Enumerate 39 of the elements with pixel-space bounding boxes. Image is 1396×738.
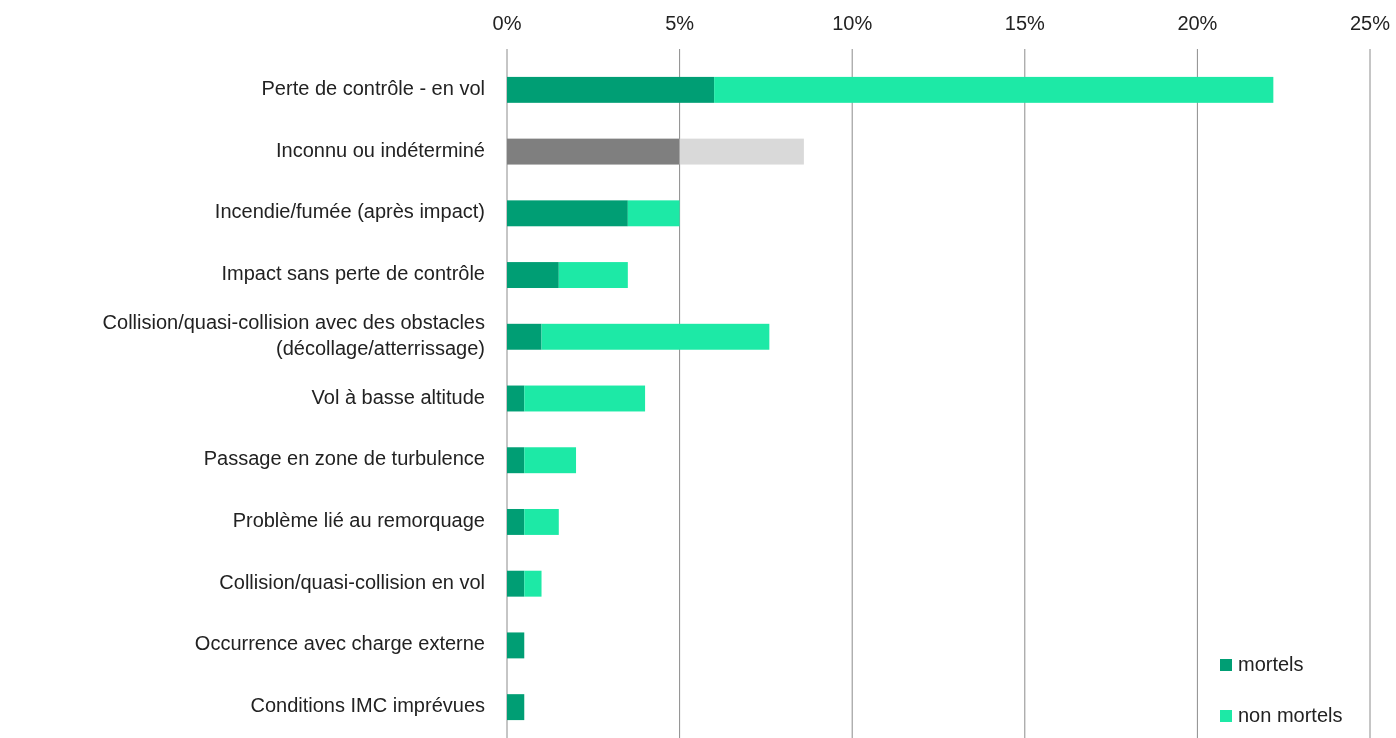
x-tick-label: 15% <box>1004 12 1046 34</box>
legend-label: non mortels <box>1238 704 1343 727</box>
y-tick-label: Passage en zone de turbulence <box>203 447 485 470</box>
bar <box>507 447 525 474</box>
bar <box>558 262 628 289</box>
bar <box>507 76 715 103</box>
bar <box>524 508 559 535</box>
y-tick-label: Collision/quasi-collision en vol <box>219 570 485 593</box>
bar <box>507 385 525 412</box>
y-tick-label: Perte de contrôle - en vol <box>261 77 485 100</box>
bar <box>507 262 559 289</box>
y-tick-label: Occurrence avec charge externe <box>194 632 485 655</box>
bar <box>507 694 525 721</box>
x-tick-label: 25% <box>1349 12 1391 34</box>
bar <box>679 138 804 165</box>
x-tick-label: 0% <box>492 12 522 34</box>
x-tick-label: 20% <box>1177 12 1218 34</box>
y-tick-label: Inconnu ou indéterminé <box>275 138 485 161</box>
bar <box>541 323 770 350</box>
bar <box>714 76 1274 103</box>
bar <box>507 508 525 535</box>
bar <box>507 323 542 350</box>
bar <box>507 200 628 227</box>
y-tick-label: Problème lié au remorquage <box>232 509 485 532</box>
bar <box>507 570 525 597</box>
bar <box>627 200 680 227</box>
legend-label: mortels <box>1238 653 1304 676</box>
bar <box>507 632 525 659</box>
bar <box>507 138 680 165</box>
y-tick-label: Collision/quasi-collision avec des obstacles (décollage/atterrissage) <box>102 311 485 360</box>
y-tick-label: Impact sans perte de contrôle <box>221 262 485 285</box>
y-tick-label: Vol à basse altitude <box>311 385 485 408</box>
bar <box>524 447 577 474</box>
y-tick-label: Incendie/fumée (après impact) <box>214 200 485 223</box>
bar <box>524 570 542 597</box>
x-tick-label: 5% <box>665 12 695 34</box>
y-tick-label: Conditions IMC imprévues <box>250 694 485 717</box>
bar <box>524 385 646 412</box>
x-tick-label: 10% <box>832 12 873 34</box>
